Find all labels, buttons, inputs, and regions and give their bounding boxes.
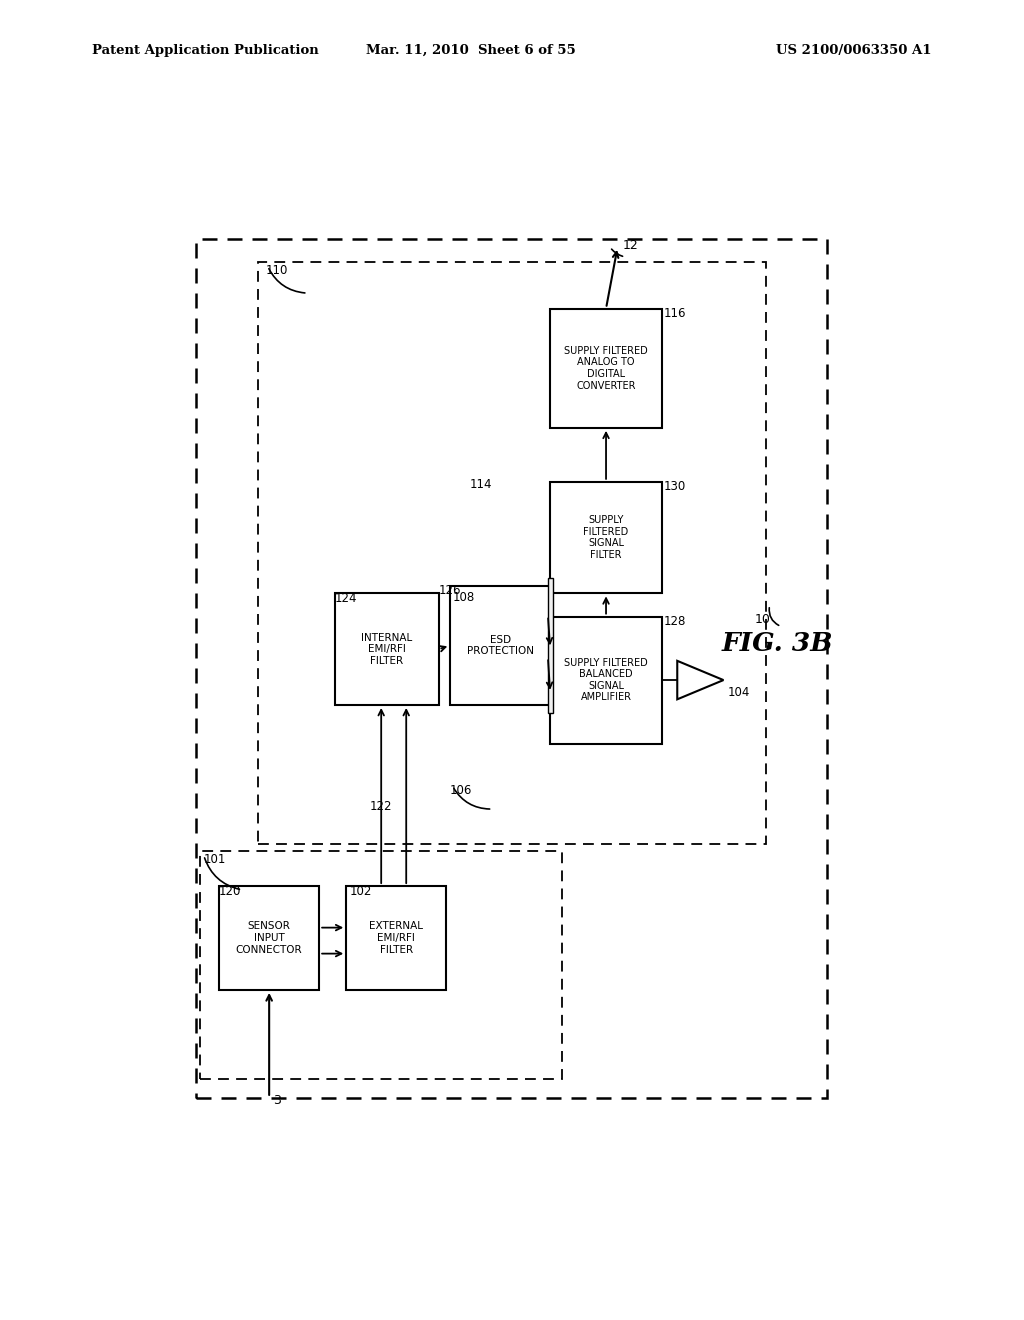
Text: 102: 102	[350, 884, 373, 898]
Text: 116: 116	[664, 308, 686, 319]
Text: 114: 114	[469, 478, 492, 491]
Text: SENSOR
INPUT
CONNECTOR: SENSOR INPUT CONNECTOR	[236, 921, 302, 954]
Text: 108: 108	[453, 591, 475, 605]
Text: 104: 104	[727, 686, 750, 700]
Bar	[550, 616, 662, 743]
Text: 128: 128	[664, 615, 686, 628]
Text: 110: 110	[265, 264, 288, 277]
Bar	[219, 886, 319, 990]
Bar	[346, 886, 446, 990]
Text: 12: 12	[623, 239, 639, 252]
Text: 10: 10	[755, 612, 770, 626]
Text: INTERNAL
EMI/RFI
FILTER: INTERNAL EMI/RFI FILTER	[361, 632, 413, 665]
Text: 101: 101	[204, 853, 226, 866]
Bar	[451, 586, 550, 705]
Bar	[550, 309, 662, 428]
Text: Mar. 11, 2010  Sheet 6 of 55: Mar. 11, 2010 Sheet 6 of 55	[367, 44, 575, 57]
Text: ESD
PROTECTION: ESD PROTECTION	[467, 635, 534, 656]
Text: SUPPLY
FILTERED
SIGNAL
FILTER: SUPPLY FILTERED SIGNAL FILTER	[584, 515, 629, 560]
Text: 126: 126	[438, 585, 461, 597]
Bar	[550, 482, 662, 594]
Text: SUPPLY FILTERED
ANALOG TO
DIGITAL
CONVERTER: SUPPLY FILTERED ANALOG TO DIGITAL CONVER…	[564, 346, 648, 391]
Bar	[258, 263, 766, 843]
Text: 120: 120	[219, 884, 242, 898]
Text: 130: 130	[664, 480, 686, 494]
Text: 122: 122	[370, 800, 392, 813]
Text: 3: 3	[273, 1094, 281, 1107]
Text: FIG. 3B: FIG. 3B	[722, 631, 834, 656]
Bar	[196, 239, 827, 1098]
Bar	[200, 851, 562, 1078]
Bar	[335, 594, 438, 705]
Text: Patent Application Publication: Patent Application Publication	[92, 44, 318, 57]
Text: EXTERNAL
EMI/RFI
FILTER: EXTERNAL EMI/RFI FILTER	[370, 921, 423, 954]
Text: 106: 106	[451, 784, 472, 797]
Text: SUPPLY FILTERED
BALANCED
SIGNAL
AMPLIFIER: SUPPLY FILTERED BALANCED SIGNAL AMPLIFIE…	[564, 657, 648, 702]
Bar	[548, 578, 553, 713]
Text: 124: 124	[335, 591, 357, 605]
Text: US 2100/0063350 A1: US 2100/0063350 A1	[776, 44, 932, 57]
